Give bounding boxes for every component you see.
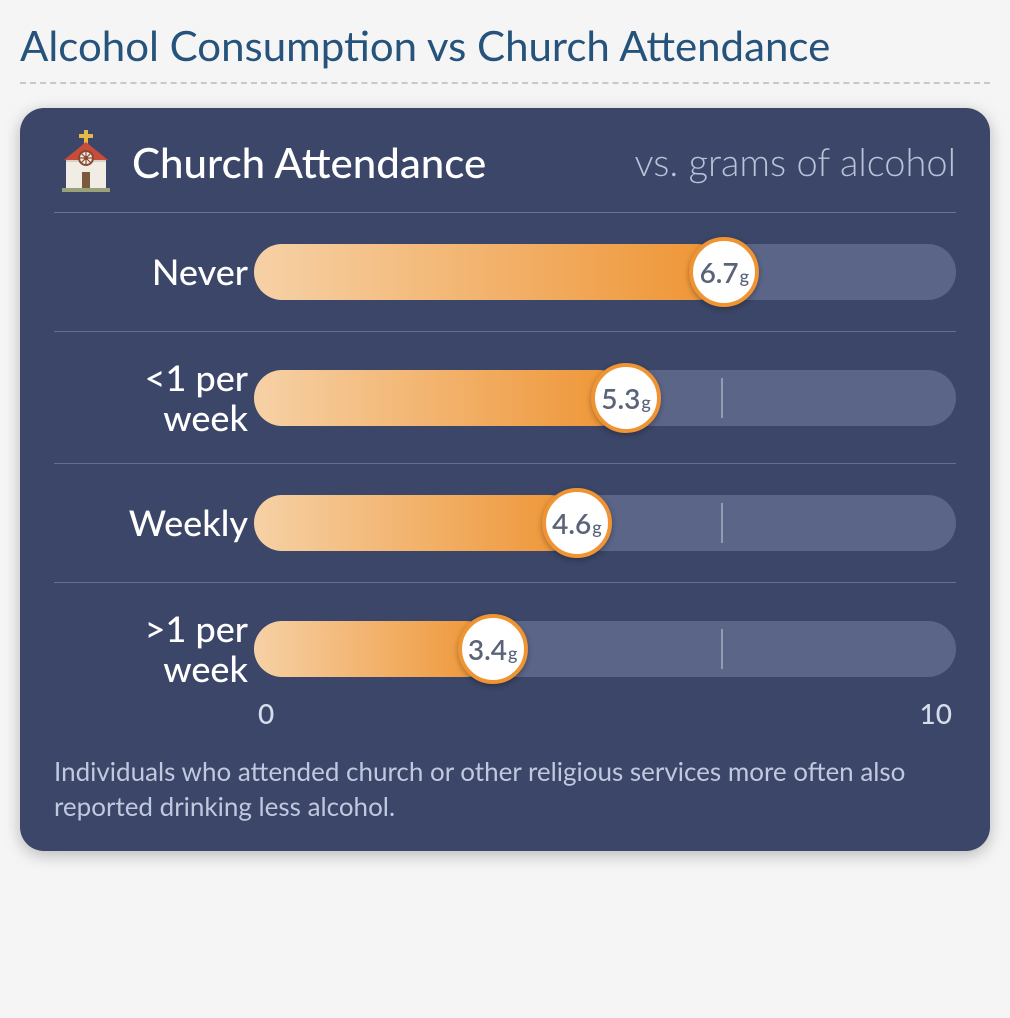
grid-tick: [721, 629, 723, 669]
value-marker: 4.6g: [542, 488, 612, 558]
card-subtitle: vs. grams of alcohol: [635, 139, 957, 185]
chart-row: <1 perweek 5.3g: [54, 332, 956, 464]
bar-area: 5.3g: [254, 365, 956, 431]
row-label: >1 perweek: [54, 609, 254, 688]
grid-tick: [721, 378, 723, 418]
bar-area: 6.7g: [254, 239, 956, 305]
chart-row: Weekly 4.6g: [54, 464, 956, 583]
chart-row: >1 perweek 3.4g: [54, 583, 956, 696]
card-title: Church Attendance: [132, 137, 486, 187]
row-label: Weekly: [54, 503, 254, 543]
marker-value: 5.3: [601, 367, 640, 429]
marker-value: 4.6: [552, 492, 591, 554]
grid-tick: [721, 503, 723, 543]
value-marker: 3.4g: [458, 614, 528, 684]
card-header: Church Attendance vs. grams of alcohol: [54, 130, 956, 213]
bar-fill: [254, 495, 577, 551]
chart-row: Never 6.7g: [54, 213, 956, 332]
value-marker: 6.7g: [689, 237, 759, 307]
marker-value: 6.7: [700, 241, 739, 303]
axis-min-label: 0: [258, 696, 274, 730]
marker-unit: g: [740, 265, 749, 287]
marker-unit: g: [641, 391, 650, 413]
marker-unit: g: [508, 642, 517, 664]
page-container: Alcohol Consumption vs Church Attendance: [20, 20, 990, 851]
bar-fill: [254, 370, 626, 426]
bar-area: 3.4g: [254, 616, 956, 682]
bar-fill: [254, 244, 724, 300]
chart-card: Church Attendance vs. grams of alcohol N…: [20, 108, 990, 851]
page-title: Alcohol Consumption vs Church Attendance: [20, 20, 990, 84]
church-icon: [54, 130, 118, 194]
chart-caption: Individuals who attended church or other…: [54, 754, 956, 824]
x-axis: 0 10: [254, 696, 956, 730]
value-marker: 5.3g: [591, 363, 661, 433]
axis-max-label: 10: [920, 696, 952, 730]
bar-area: 4.6g: [254, 490, 956, 556]
row-label: Never: [54, 252, 254, 292]
marker-value: 3.4: [468, 618, 507, 680]
chart-rows: Never6.7g<1 perweek5.3gWeekly4.6g>1 perw…: [54, 213, 956, 696]
marker-unit: g: [592, 516, 601, 538]
row-label: <1 perweek: [54, 358, 254, 437]
